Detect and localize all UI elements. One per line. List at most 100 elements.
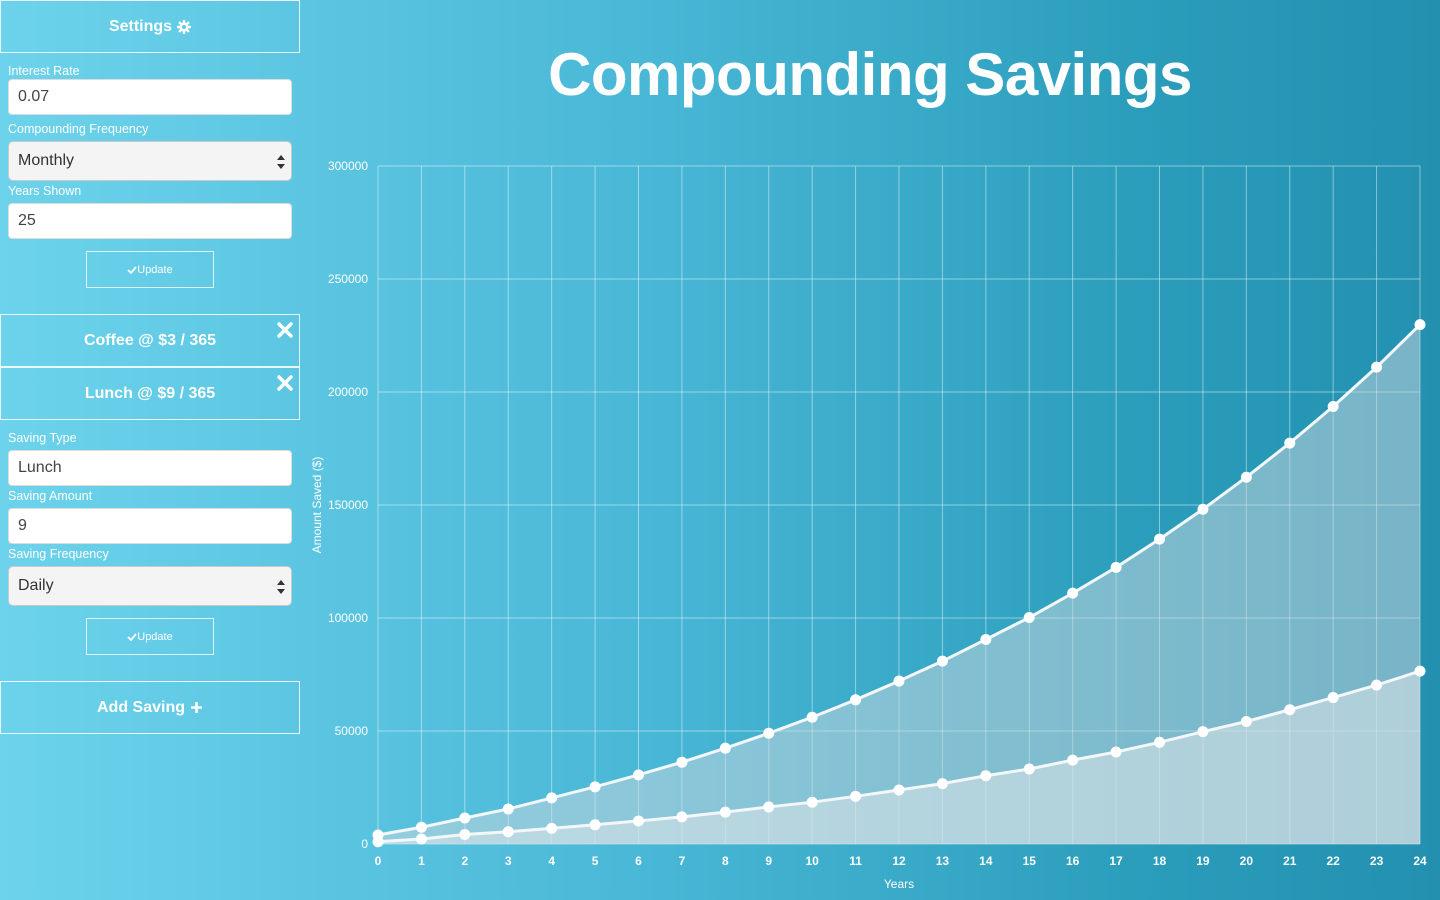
data-point [1154,533,1165,545]
y-tick-label: 250000 [328,272,368,286]
data-point [415,821,427,833]
y-tick-label: 200000 [328,385,368,399]
saving-update-label: Update [137,630,173,643]
data-point [589,781,601,793]
saving-type-label: Saving Type [8,431,77,445]
data-point [372,836,384,848]
x-tick-label: 10 [805,854,819,868]
data-point [1154,736,1165,748]
data-point [1327,692,1339,704]
gear-icon [177,19,192,34]
data-point [1414,665,1426,677]
settings-header[interactable]: Settings [0,0,300,53]
compounding-frequency-label: Compounding Frequency [8,122,149,136]
x-tick-label: 7 [679,854,686,868]
data-point [459,812,471,824]
data-point [719,742,731,754]
data-point [893,784,905,796]
data-point [936,655,948,667]
add-saving-button[interactable]: Add Saving [0,681,300,734]
x-tick-label: 8 [722,854,729,868]
x-tick-label: 16 [1066,854,1080,868]
data-point [1371,361,1383,373]
x-tick-label: 0 [375,854,382,868]
chart-points [372,319,1426,848]
interest-rate-label: Interest Rate [8,64,80,78]
x-tick-label: 15 [1023,854,1037,868]
x-tick-label: 23 [1370,854,1384,868]
x-tick-label: 20 [1240,854,1254,868]
saving-amount-group: Saving Amount [0,488,300,544]
data-point [546,792,558,804]
saving-item[interactable]: Coffee @ $3 / 365 [0,314,300,367]
plus-icon [191,702,202,713]
saving-amount-input[interactable] [8,508,292,544]
y-tick-label: 150000 [328,498,368,512]
saving-type-input[interactable] [8,450,292,486]
x-tick-label: 9 [765,854,772,868]
y-tick-label: 300000 [328,159,368,173]
check-icon [127,265,137,274]
data-point [676,811,688,823]
settings-update-button[interactable]: Update [86,251,214,288]
saving-amount-label: Saving Amount [8,489,93,503]
data-point [1067,754,1079,766]
select-arrows-icon [277,155,285,169]
saving-item-label: Lunch @ $9 / 365 [84,384,216,402]
data-point [1197,726,1209,738]
data-point [1371,679,1383,691]
interest-rate-input[interactable] [8,79,292,115]
sidebar: Settings Interest Rate Compounding Frequ… [0,0,300,900]
x-tick-label: 6 [635,854,642,868]
data-point [806,796,818,808]
x-tick-label: 17 [1109,854,1123,868]
saving-frequency-select[interactable]: Daily [8,566,292,606]
check-icon [127,632,137,641]
saving-item-label: Coffee @ $3 / 365 [83,331,217,349]
close-icon[interactable] [276,374,294,392]
x-tick-label: 1 [418,854,425,868]
data-point [1414,319,1426,331]
saving-update-button[interactable]: Update [86,618,214,655]
data-point [633,769,644,781]
data-point [589,819,601,831]
years-shown-group: Years Shown [0,183,300,239]
data-point [1023,763,1035,775]
saving-frequency-group: Saving Frequency Daily [0,546,300,606]
compounding-frequency-select[interactable]: Monthly [8,141,292,181]
data-point [1067,587,1079,599]
page-title: Compounding Savings [548,41,1192,108]
years-shown-label: Years Shown [8,184,82,198]
data-point [763,727,775,739]
x-tick-label: 13 [936,854,950,868]
saving-item[interactable]: Lunch @ $9 / 365 [0,367,300,420]
select-arrows-icon [277,580,285,594]
x-tick-label: 11 [849,854,862,868]
y-tick-label: 100000 [328,611,368,625]
saving-type-group: Saving Type [0,430,300,486]
x-tick-label: 21 [1283,854,1297,868]
data-point [763,801,775,813]
data-point [850,694,862,706]
settings-form: Interest Rate [0,63,300,115]
settings-title: Settings [108,17,173,35]
compounding-frequency-group: Compounding Frequency Monthly [0,121,300,181]
x-tick-label: 2 [461,854,468,868]
data-point [633,815,644,827]
data-point [502,826,514,838]
chart-areas [378,324,1420,844]
data-point [1284,437,1296,449]
data-point [546,822,558,834]
x-tick-label: 19 [1196,854,1210,868]
x-tick-label: 22 [1326,854,1340,868]
close-icon[interactable] [276,321,294,339]
years-shown-input[interactable] [8,203,292,239]
data-point [459,829,471,841]
data-point [1197,503,1209,515]
series-area [378,324,1420,844]
data-point [893,675,905,687]
data-point [936,778,948,790]
compounding-frequency-value: Monthly [18,152,75,169]
data-point [980,633,992,645]
